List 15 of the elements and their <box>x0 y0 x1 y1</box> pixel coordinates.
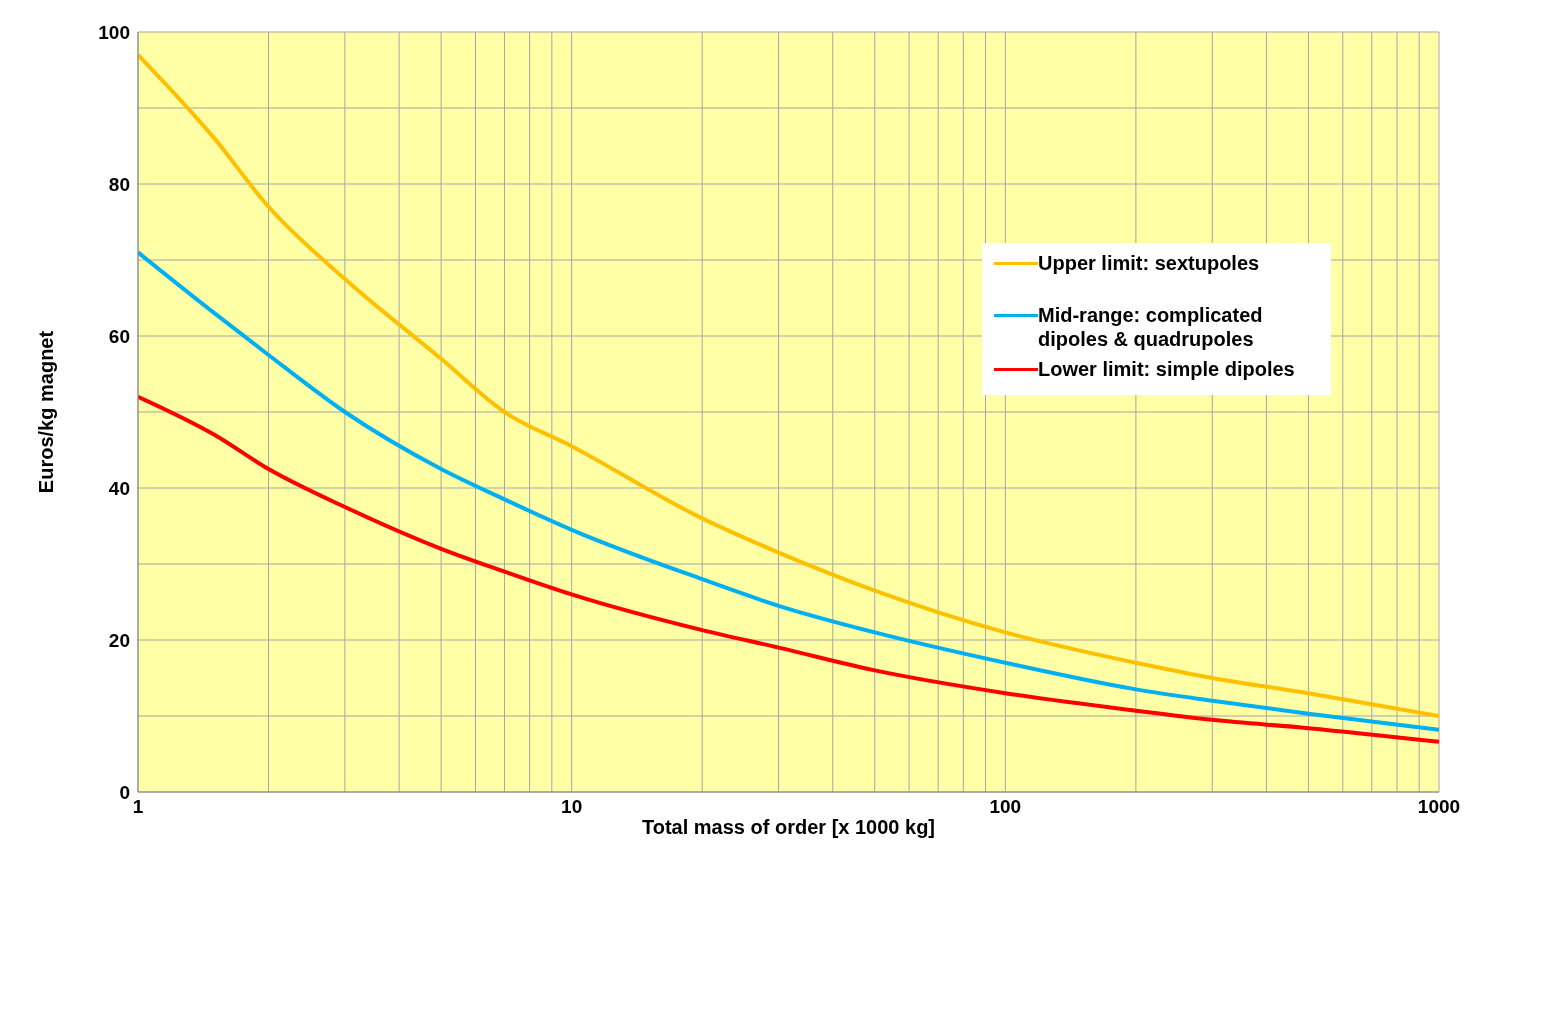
x-axis-title: Total mass of order [x 1000 kg] <box>641 816 936 838</box>
legend-label: Mid-range: complicated dipoles & quadrupoles <box>1038 303 1264 351</box>
y-tick-label: 20 <box>108 629 130 651</box>
y-tick-label: 0 <box>119 781 130 803</box>
y-axis-title: Euros/kg magnet <box>35 330 58 494</box>
y-tick-label: 60 <box>108 325 130 347</box>
legend-label: Upper limit: sextupoles <box>1038 251 1260 275</box>
x-tick-label: 1 <box>132 796 144 818</box>
x-tick-label: 100 <box>989 796 1022 818</box>
x-tick-label: 10 <box>561 796 583 818</box>
y-tick-label: 100 <box>98 21 130 43</box>
legend-label: Lower limit: simple dipoles <box>1038 357 1295 381</box>
y-tick-label: 80 <box>108 173 130 195</box>
x-tick-label: 1000 <box>1417 796 1461 818</box>
y-tick-label: 40 <box>108 477 130 499</box>
